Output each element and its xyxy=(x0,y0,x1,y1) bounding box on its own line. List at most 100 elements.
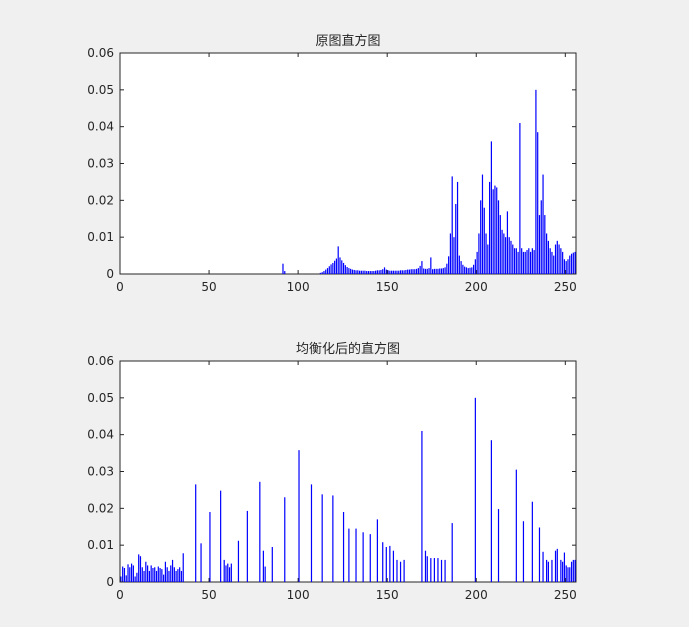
histogram-bar xyxy=(451,523,453,582)
histogram-bar xyxy=(556,548,558,582)
histogram-bar xyxy=(152,568,154,582)
histogram-bar xyxy=(310,484,313,582)
histogram-bar xyxy=(364,270,366,274)
histogram-bar xyxy=(432,269,434,274)
histogram-bar xyxy=(392,550,395,582)
histogram-bar xyxy=(569,567,571,582)
histogram-bar xyxy=(444,559,446,582)
equalized-histogram-title: 均衡化后的直方图 xyxy=(296,341,400,357)
histogram-bar xyxy=(362,532,364,582)
y-axis-ticks: 0 0.01 0.02 0.03 0.04 0.05 0.06 xyxy=(87,46,576,281)
histogram-bar xyxy=(496,187,498,274)
histogram-bar xyxy=(383,267,386,274)
histogram-bar xyxy=(546,233,548,274)
histogram-bar xyxy=(136,572,138,582)
histogram-bar xyxy=(382,542,384,582)
histogram-bar xyxy=(382,269,384,274)
y-tick-label: 0.04 xyxy=(87,120,114,134)
histogram-bar xyxy=(570,561,573,582)
histogram-bar xyxy=(444,267,446,274)
histogram-bar xyxy=(380,269,382,274)
x-tick-label: 100 xyxy=(287,280,310,294)
histogram-bar xyxy=(474,259,476,274)
histogram-bar xyxy=(403,559,405,582)
histogram-bar xyxy=(424,268,427,274)
histogram-bar xyxy=(430,257,432,274)
histogram-bar xyxy=(474,397,476,582)
histogram-bar xyxy=(396,559,398,582)
histogram-bar xyxy=(143,570,145,582)
histogram-bar xyxy=(547,561,549,582)
y-tick-label: 0.05 xyxy=(87,391,114,405)
histogram-bar xyxy=(531,501,533,582)
histogram-bar xyxy=(326,268,329,274)
histogram-bar xyxy=(430,558,432,582)
histogram-bar xyxy=(351,269,354,274)
histogram-bar xyxy=(456,181,459,274)
histogram-bar xyxy=(339,257,341,274)
histogram-bar xyxy=(344,265,346,274)
histogram-bar xyxy=(517,251,519,274)
y-tick-label: 0.04 xyxy=(87,428,114,442)
histogram-bar xyxy=(487,244,489,274)
histogram-bar xyxy=(499,215,501,274)
x-tick-label: 250 xyxy=(554,588,577,602)
histogram-bar xyxy=(483,207,485,274)
histogram-bar xyxy=(408,269,411,274)
histogram-bar xyxy=(284,497,286,582)
histogram-bar xyxy=(460,261,462,274)
histogram-bar xyxy=(433,268,435,274)
histogram-bar xyxy=(394,270,396,274)
histogram-bar xyxy=(449,233,452,274)
histogram-bar xyxy=(150,565,152,582)
histogram-bar xyxy=(259,481,261,582)
histogram-bar xyxy=(410,269,412,274)
histogram-bar xyxy=(494,185,496,274)
histogram-bar xyxy=(562,251,564,274)
histogram-bar xyxy=(567,567,569,582)
histogram-bar xyxy=(490,440,492,582)
histogram-bar xyxy=(515,469,517,582)
histogram-bar xyxy=(503,233,505,274)
histogram-bar xyxy=(501,229,503,274)
histogram-bar xyxy=(547,240,549,274)
histogram-bar xyxy=(556,240,558,274)
histogram-bar xyxy=(440,268,443,274)
histogram-bar xyxy=(271,547,273,582)
histogram-bar xyxy=(562,561,564,582)
histogram-bar xyxy=(522,251,525,274)
histogram-bar xyxy=(481,174,484,274)
histogram-bar xyxy=(542,174,544,274)
histogram-bar xyxy=(168,570,170,582)
histogram-bar xyxy=(490,141,492,274)
histogram-bar xyxy=(321,494,323,582)
histogram-bar xyxy=(125,575,127,582)
histogram-bar xyxy=(134,576,136,582)
histogram-bar xyxy=(519,122,521,274)
histogram-bar xyxy=(360,270,362,274)
y-tick-label: 0.03 xyxy=(87,157,114,171)
histogram-bar xyxy=(321,272,323,274)
histogram-bar xyxy=(182,553,184,582)
histogram-bar xyxy=(538,527,541,582)
histogram-bar xyxy=(376,270,378,274)
histogram-bar xyxy=(155,570,158,582)
histogram-bar xyxy=(332,495,334,582)
histogram-bar xyxy=(225,565,227,582)
histogram-bar xyxy=(563,259,566,274)
histogram-bar xyxy=(122,566,124,582)
x-tick-label: 200 xyxy=(465,588,488,602)
histogram-bar xyxy=(154,567,156,582)
histogram-bar xyxy=(442,268,444,274)
histogram-bar xyxy=(405,269,407,274)
histogram-bar xyxy=(558,244,560,274)
histogram-bar xyxy=(129,567,131,582)
histogram-bar xyxy=(437,268,439,274)
histogram-bar xyxy=(373,271,375,274)
y-tick-label: 0.02 xyxy=(87,501,114,515)
histogram-bar xyxy=(328,266,330,274)
histogram-bar xyxy=(570,253,573,274)
histogram-bar xyxy=(163,574,165,582)
histogram-bar xyxy=(335,258,338,274)
